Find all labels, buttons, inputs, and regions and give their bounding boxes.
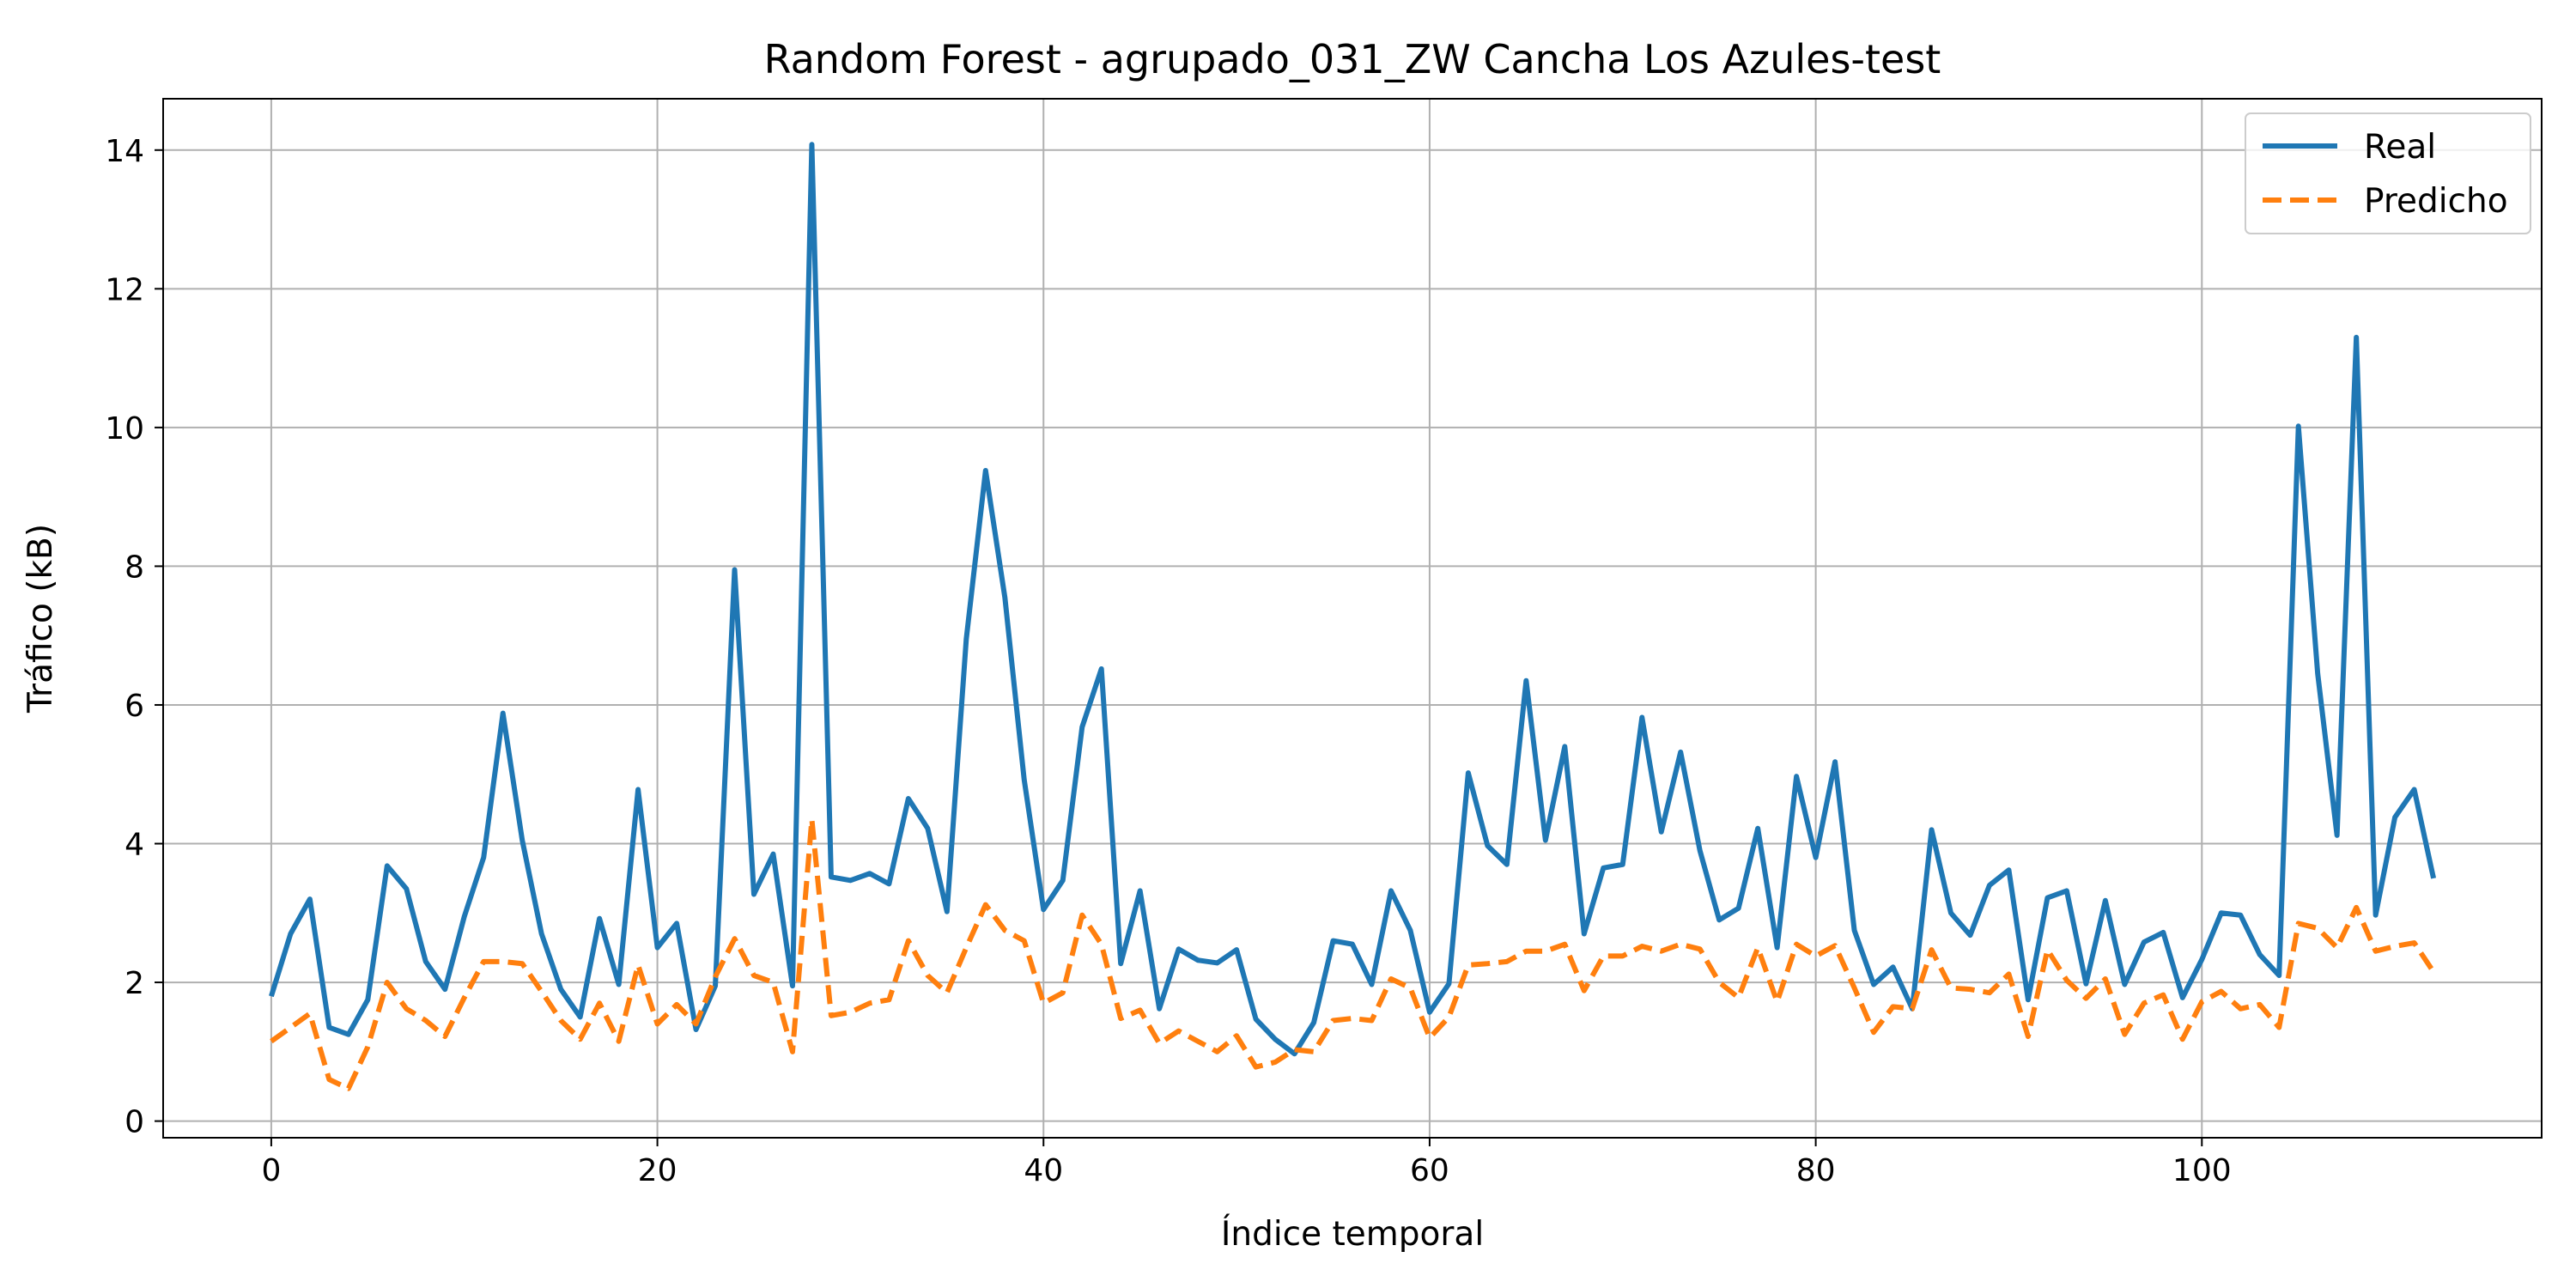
x-tick-label: 60 — [1410, 1153, 1449, 1188]
chart-title: Random Forest - agrupado_031_ZW Cancha L… — [764, 36, 1941, 82]
y-tick-label: 14 — [105, 134, 144, 169]
y-tick-label: 8 — [125, 550, 144, 585]
x-tick-label: 40 — [1024, 1153, 1063, 1188]
y-tick-label: 6 — [125, 689, 144, 724]
series-line-real — [269, 142, 2437, 1057]
y-tick-label: 4 — [125, 828, 144, 863]
x-axis-label: Índice temporal — [1221, 1213, 1484, 1254]
axis-ticks: 0 20 40 60 80 100 0 2 4 6 8 10 12 14 — [105, 134, 2231, 1188]
x-tick-label: 100 — [2172, 1153, 2232, 1188]
y-tick-label: 0 — [125, 1105, 144, 1140]
y-axis-label: Tráfico (kB) — [21, 524, 60, 714]
legend: Real Predicho — [2245, 112, 2531, 234]
x-tick-label: 20 — [638, 1153, 677, 1188]
grid — [163, 99, 2542, 1138]
y-tick-label: 2 — [125, 966, 144, 1001]
legend-label-real: Real — [2364, 128, 2436, 167]
legend-label-predicho: Predicho — [2364, 182, 2508, 221]
series-line-predicho — [270, 817, 2436, 1091]
y-tick-label: 12 — [105, 272, 144, 307]
y-tick-label: 10 — [105, 411, 144, 447]
x-tick-label: 80 — [1796, 1153, 1836, 1188]
series-lines — [269, 142, 2437, 1091]
plot-frame — [162, 98, 2543, 1139]
x-tick-label: 0 — [261, 1153, 281, 1188]
